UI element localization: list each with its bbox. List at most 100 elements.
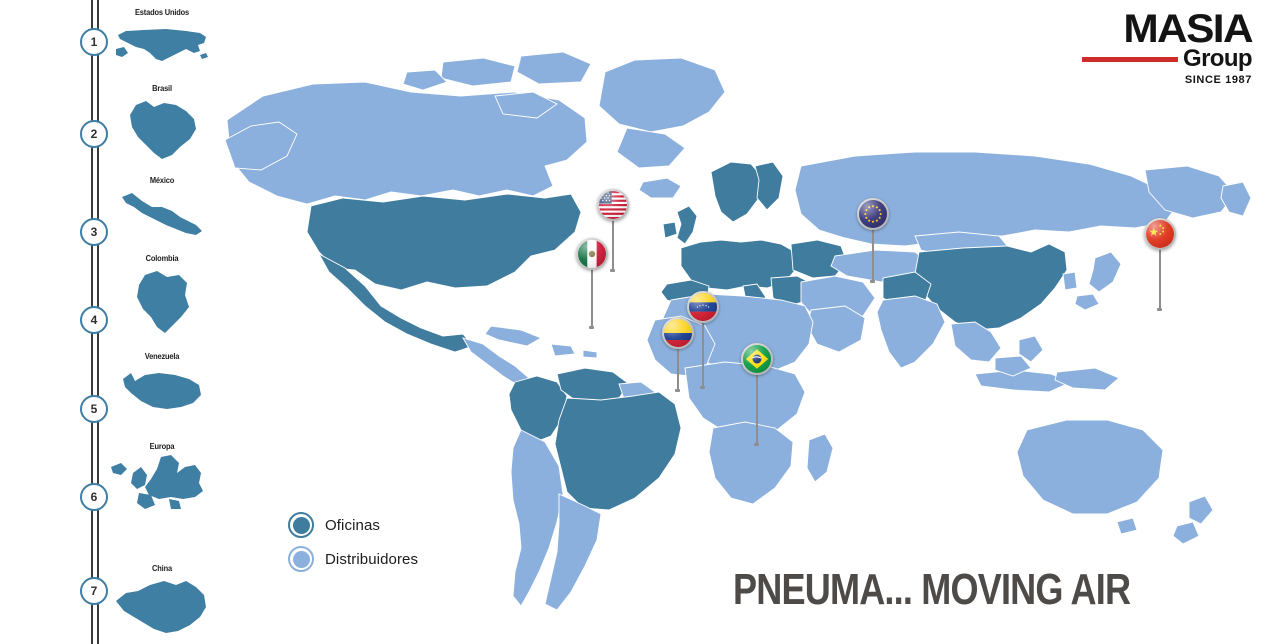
sidebar-label-venezuela: Venezuela bbox=[144, 351, 180, 361]
island-puerto-rico bbox=[582, 349, 598, 359]
pin-gloss bbox=[857, 198, 889, 230]
island-new-zealand bbox=[1188, 495, 1214, 525]
country-japan bbox=[1088, 251, 1122, 293]
colombia-silhouette-icon bbox=[137, 270, 189, 333]
island-madagascar bbox=[806, 433, 834, 483]
continent-africa-south bbox=[708, 421, 794, 505]
sidebar-item-mexico[interactable]: México bbox=[104, 176, 220, 247]
sidebar-number-6-label: 6 bbox=[90, 490, 98, 504]
world-map-region bbox=[215, 0, 1280, 640]
pin-stem bbox=[610, 211, 616, 272]
region-scandinavia bbox=[710, 161, 764, 223]
country-ireland bbox=[662, 221, 678, 239]
sidebar-item-europa[interactable]: Europa bbox=[104, 442, 220, 513]
map-legend: Oficinas Distribuidores bbox=[288, 508, 418, 576]
sidebar-label-europa: Europa bbox=[149, 441, 175, 451]
pin-gloss bbox=[576, 238, 608, 270]
tagline: PNEUMA... MOVING AIR bbox=[733, 565, 1131, 614]
pin-stem bbox=[870, 220, 876, 283]
brazil-silhouette-icon bbox=[130, 100, 196, 159]
pin-stem bbox=[754, 365, 760, 446]
sidebar-label-estados-unidos: Estados Unidos bbox=[134, 7, 190, 17]
country-usa bbox=[306, 193, 582, 291]
legend-label-oficinas: Oficinas bbox=[325, 516, 380, 534]
island-new-guinea bbox=[1054, 367, 1120, 391]
sidebar-number-6[interactable]: 6 bbox=[80, 483, 108, 511]
sidebar-label-brasil: Brasil bbox=[152, 83, 172, 93]
china-silhouette-icon bbox=[116, 580, 206, 633]
pin-stem bbox=[675, 339, 681, 392]
legend-swatch-oficinas bbox=[288, 512, 314, 538]
pin-gloss bbox=[741, 343, 773, 375]
world-map-svg bbox=[224, 51, 1252, 611]
country-alaska bbox=[224, 121, 298, 171]
sidebar-item-venezuela[interactable]: Venezuela bbox=[104, 352, 220, 419]
region-central-america bbox=[462, 337, 530, 387]
sidebar-number-7-label: 7 bbox=[90, 584, 98, 598]
country-kamchatka bbox=[1220, 181, 1252, 217]
country-brazil bbox=[554, 391, 682, 511]
region-southeast-asia bbox=[950, 321, 1002, 363]
pin-gloss bbox=[687, 291, 719, 323]
masia-group-logo: MASIA Group SINCE 1987 bbox=[1052, 9, 1254, 87]
country-uk bbox=[676, 205, 698, 245]
country-sidebar: 1 Estados Unidos 2 Brasil 3 México bbox=[0, 0, 220, 644]
canada-arctic-islands-3 bbox=[494, 91, 558, 119]
sidebar-number-7[interactable]: 7 bbox=[80, 577, 108, 605]
island-philippines bbox=[1018, 335, 1044, 363]
logo-since-text: SINCE 1987 bbox=[1184, 74, 1252, 87]
venezuela-silhouette-icon bbox=[123, 372, 201, 409]
pin-stem bbox=[589, 260, 595, 329]
island-cuba bbox=[484, 325, 543, 347]
island-hispaniola bbox=[550, 343, 576, 357]
sidebar-item-estados-unidos[interactable]: Estados Unidos bbox=[104, 8, 220, 71]
sidebar-number-3[interactable]: 3 bbox=[80, 218, 108, 246]
sidebar-label-china: China bbox=[152, 563, 172, 573]
country-iceland bbox=[638, 177, 682, 199]
sidebar-number-5-label: 5 bbox=[90, 402, 98, 416]
sidebar-number-1[interactable]: 1 bbox=[80, 28, 108, 56]
sidebar-label-colombia: Colombia bbox=[145, 253, 179, 263]
country-japan-south bbox=[1074, 293, 1100, 311]
legend-label-distribuidores: Distribuidores bbox=[325, 550, 419, 568]
country-india bbox=[876, 295, 946, 369]
island-new-zealand-south bbox=[1172, 521, 1200, 545]
logo-subword: Group bbox=[1183, 45, 1253, 73]
country-greenland-2 bbox=[616, 127, 686, 169]
region-arabia bbox=[806, 305, 866, 353]
pin-gloss bbox=[597, 189, 629, 221]
sidebar-number-2[interactable]: 2 bbox=[80, 120, 108, 148]
sidebar-number-4[interactable]: 4 bbox=[80, 306, 108, 334]
canada-arctic-islands-4 bbox=[402, 69, 448, 91]
country-russia-far-east bbox=[1144, 165, 1236, 219]
country-argentina bbox=[544, 493, 602, 611]
sidebar-number-4-label: 4 bbox=[90, 313, 98, 327]
region-south-america bbox=[510, 429, 564, 607]
country-canada bbox=[226, 81, 588, 205]
usa-silhouette-icon bbox=[116, 28, 208, 61]
continent-australia bbox=[1016, 419, 1164, 515]
legend-item-distribuidores: Distribuidores bbox=[288, 542, 418, 576]
europe-silhouette-icon bbox=[111, 454, 203, 509]
country-finland bbox=[754, 161, 784, 211]
legend-item-oficinas: Oficinas bbox=[288, 508, 418, 542]
mexico-silhouette-icon bbox=[122, 192, 202, 235]
canada-arctic-islands-2 bbox=[516, 51, 592, 85]
sidebar-item-china[interactable]: China bbox=[104, 564, 220, 637]
sidebar-label-mexico: México bbox=[149, 175, 175, 185]
sidebar-number-1-label: 1 bbox=[90, 35, 98, 49]
sidebar-number-2-label: 2 bbox=[90, 127, 98, 141]
pin-gloss bbox=[1144, 218, 1176, 250]
logo-red-bar bbox=[1082, 56, 1178, 62]
legend-swatch-distribuidores bbox=[288, 546, 314, 572]
sidebar-item-brasil[interactable]: Brasil bbox=[104, 84, 220, 163]
canada-arctic-islands bbox=[440, 57, 516, 87]
sidebar-number-3-label: 3 bbox=[90, 225, 98, 239]
pin-stem bbox=[700, 313, 706, 389]
logo-wordmark: MASIA bbox=[1123, 7, 1253, 51]
country-colombia bbox=[508, 375, 568, 443]
sidebar-item-colombia[interactable]: Colombia bbox=[104, 254, 220, 339]
country-russia bbox=[794, 151, 1178, 247]
sidebar-number-5[interactable]: 5 bbox=[80, 395, 108, 423]
pin-stem bbox=[1157, 240, 1163, 311]
